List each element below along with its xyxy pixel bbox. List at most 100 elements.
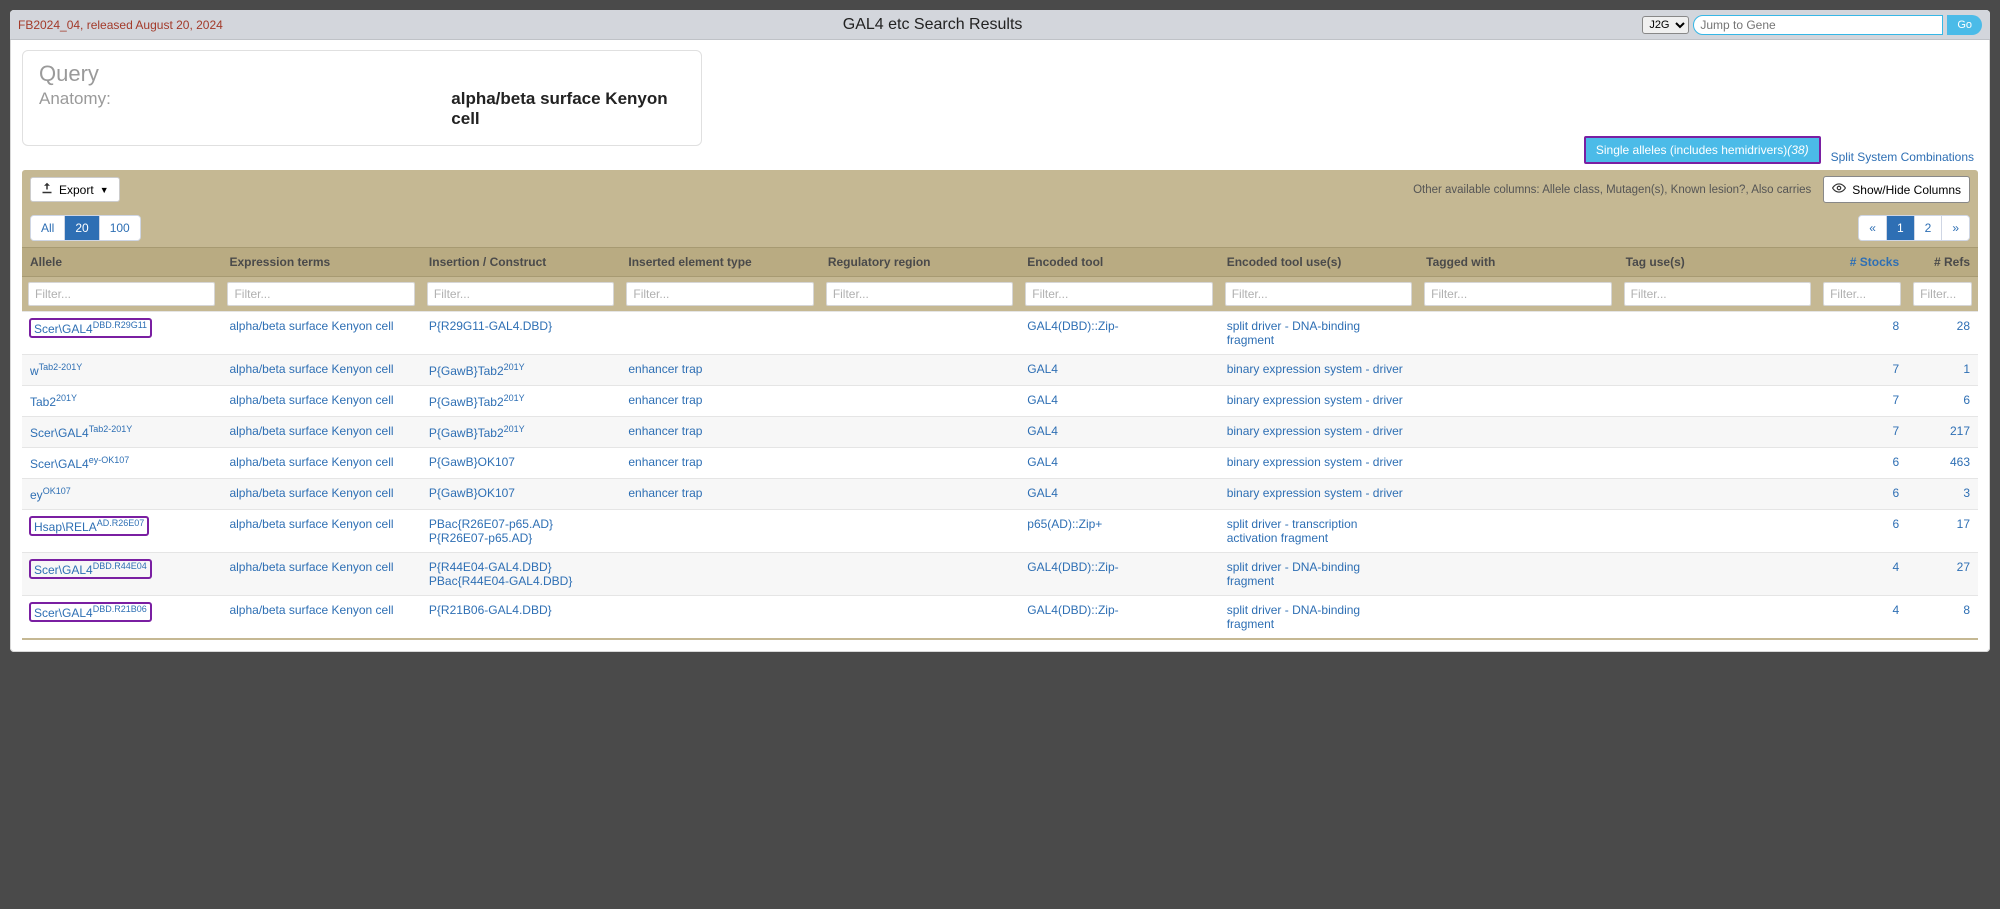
- insertion-construct[interactable]: PBac{R26E07-p65.AD}P{R26E07-p65.AD}: [421, 510, 620, 553]
- stocks-count[interactable]: 6: [1817, 448, 1907, 479]
- go-button[interactable]: Go: [1947, 15, 1982, 35]
- show-hide-columns-button[interactable]: Show/Hide Columns: [1823, 176, 1970, 203]
- col-header[interactable]: Inserted element type: [620, 248, 819, 277]
- column-filter-input[interactable]: [826, 282, 1013, 306]
- column-filter-input[interactable]: [227, 282, 414, 306]
- expression-term[interactable]: alpha/beta surface Kenyon cell: [221, 479, 420, 510]
- column-filter-input[interactable]: [1424, 282, 1611, 306]
- inserted-element-type[interactable]: enhancer trap: [620, 479, 819, 510]
- allele-link[interactable]: Scer\GAL4Tab2-201Y: [30, 426, 132, 440]
- refs-count[interactable]: 463: [1907, 448, 1978, 479]
- column-filter-input[interactable]: [626, 282, 813, 306]
- insertion-construct[interactable]: P{GawB}Tab2201Y: [421, 417, 620, 448]
- expression-term[interactable]: alpha/beta surface Kenyon cell: [221, 312, 420, 355]
- column-filter-input[interactable]: [1913, 282, 1972, 306]
- stocks-count[interactable]: 6: [1817, 510, 1907, 553]
- refs-count[interactable]: 217: [1907, 417, 1978, 448]
- allele-link[interactable]: Scer\GAL4DBD.R29G11: [30, 319, 151, 337]
- insertion-construct[interactable]: P{GawB}Tab2201Y: [421, 386, 620, 417]
- column-filter-input[interactable]: [28, 282, 215, 306]
- col-header[interactable]: Insertion / Construct: [421, 248, 620, 277]
- allele-link[interactable]: wTab2-201Y: [30, 364, 82, 378]
- stocks-count[interactable]: 4: [1817, 596, 1907, 639]
- column-filter-input[interactable]: [427, 282, 614, 306]
- stocks-count[interactable]: 7: [1817, 355, 1907, 386]
- encoded-tool-uses[interactable]: binary expression system - driver: [1219, 355, 1418, 386]
- expression-term[interactable]: alpha/beta surface Kenyon cell: [221, 553, 420, 596]
- encoded-tool[interactable]: GAL4: [1019, 386, 1218, 417]
- insertion-construct[interactable]: P{GawB}OK107: [421, 448, 620, 479]
- column-filter-input[interactable]: [1823, 282, 1901, 306]
- stocks-count[interactable]: 4: [1817, 553, 1907, 596]
- expression-term[interactable]: alpha/beta surface Kenyon cell: [221, 596, 420, 639]
- stocks-count[interactable]: 8: [1817, 312, 1907, 355]
- allele-link[interactable]: Scer\GAL4DBD.R21B06: [30, 603, 151, 621]
- expression-term[interactable]: alpha/beta surface Kenyon cell: [221, 386, 420, 417]
- column-filter-input[interactable]: [1225, 282, 1412, 306]
- encoded-tool[interactable]: p65(AD)::Zip+: [1019, 510, 1218, 553]
- page-nav-1[interactable]: 1: [1887, 216, 1915, 240]
- inserted-element-type[interactable]: enhancer trap: [620, 355, 819, 386]
- insertion-construct[interactable]: P{GawB}OK107: [421, 479, 620, 510]
- quickjump-select[interactable]: J2G: [1642, 16, 1689, 34]
- column-filter-input[interactable]: [1624, 282, 1811, 306]
- col-header[interactable]: # Refs: [1907, 248, 1978, 277]
- insertion-construct[interactable]: P{R21B06-GAL4.DBD}: [421, 596, 620, 639]
- inserted-element-type[interactable]: enhancer trap: [620, 417, 819, 448]
- col-header[interactable]: Allele: [22, 248, 221, 277]
- col-header[interactable]: # Stocks: [1817, 248, 1907, 277]
- stocks-count[interactable]: 6: [1817, 479, 1907, 510]
- encoded-tool-uses[interactable]: split driver - transcription activation …: [1219, 510, 1418, 553]
- col-header[interactable]: Encoded tool: [1019, 248, 1218, 277]
- col-header[interactable]: Tag use(s): [1618, 248, 1817, 277]
- encoded-tool[interactable]: GAL4: [1019, 417, 1218, 448]
- insertion-construct[interactable]: P{GawB}Tab2201Y: [421, 355, 620, 386]
- encoded-tool[interactable]: GAL4(DBD)::Zip-: [1019, 596, 1218, 639]
- tab-single-alleles[interactable]: Single alleles (includes hemidrivers)(38…: [1584, 136, 1821, 164]
- expression-term[interactable]: alpha/beta surface Kenyon cell: [221, 448, 420, 479]
- jump-to-gene-input[interactable]: [1693, 15, 1943, 35]
- encoded-tool-uses[interactable]: split driver - DNA-binding fragment: [1219, 596, 1418, 639]
- inserted-element-type[interactable]: enhancer trap: [620, 386, 819, 417]
- export-button[interactable]: Export ▼: [30, 177, 120, 202]
- expression-term[interactable]: alpha/beta surface Kenyon cell: [221, 417, 420, 448]
- refs-count[interactable]: 27: [1907, 553, 1978, 596]
- encoded-tool-uses[interactable]: split driver - DNA-binding fragment: [1219, 553, 1418, 596]
- refs-count[interactable]: 6: [1907, 386, 1978, 417]
- column-filter-input[interactable]: [1025, 282, 1212, 306]
- col-header[interactable]: Tagged with: [1418, 248, 1617, 277]
- encoded-tool[interactable]: GAL4: [1019, 448, 1218, 479]
- inserted-element-type[interactable]: enhancer trap: [620, 448, 819, 479]
- insertion-construct[interactable]: P{R44E04-GAL4.DBD}PBac{R44E04-GAL4.DBD}: [421, 553, 620, 596]
- stocks-count[interactable]: 7: [1817, 417, 1907, 448]
- allele-link[interactable]: eyOK107: [30, 488, 71, 502]
- encoded-tool-uses[interactable]: binary expression system - driver: [1219, 417, 1418, 448]
- encoded-tool-uses[interactable]: binary expression system - driver: [1219, 386, 1418, 417]
- page-size-100[interactable]: 100: [100, 216, 140, 240]
- encoded-tool-uses[interactable]: binary expression system - driver: [1219, 479, 1418, 510]
- allele-link[interactable]: Hsap\RELAAD.R26E07: [30, 517, 148, 535]
- allele-link[interactable]: Scer\GAL4DBD.R44E04: [30, 560, 151, 578]
- page-size-20[interactable]: 20: [65, 216, 99, 240]
- stocks-count[interactable]: 7: [1817, 386, 1907, 417]
- allele-link[interactable]: Tab2201Y: [30, 395, 77, 409]
- encoded-tool-uses[interactable]: binary expression system - driver: [1219, 448, 1418, 479]
- page-size-all[interactable]: All: [31, 216, 65, 240]
- allele-link[interactable]: Scer\GAL4ey-OK107: [30, 457, 129, 471]
- col-header[interactable]: Encoded tool use(s): [1219, 248, 1418, 277]
- col-header[interactable]: Expression terms: [221, 248, 420, 277]
- encoded-tool[interactable]: GAL4(DBD)::Zip-: [1019, 553, 1218, 596]
- expression-term[interactable]: alpha/beta surface Kenyon cell: [221, 510, 420, 553]
- page-nav-3[interactable]: »: [1942, 216, 1969, 240]
- refs-count[interactable]: 28: [1907, 312, 1978, 355]
- refs-count[interactable]: 3: [1907, 479, 1978, 510]
- page-nav-2[interactable]: 2: [1915, 216, 1943, 240]
- refs-count[interactable]: 1: [1907, 355, 1978, 386]
- encoded-tool[interactable]: GAL4: [1019, 479, 1218, 510]
- refs-count[interactable]: 8: [1907, 596, 1978, 639]
- tab-split-system[interactable]: Split System Combinations: [1831, 150, 1974, 164]
- insertion-construct[interactable]: P{R29G11-GAL4.DBD}: [421, 312, 620, 355]
- expression-term[interactable]: alpha/beta surface Kenyon cell: [221, 355, 420, 386]
- encoded-tool-uses[interactable]: split driver - DNA-binding fragment: [1219, 312, 1418, 355]
- page-nav-0[interactable]: «: [1859, 216, 1887, 240]
